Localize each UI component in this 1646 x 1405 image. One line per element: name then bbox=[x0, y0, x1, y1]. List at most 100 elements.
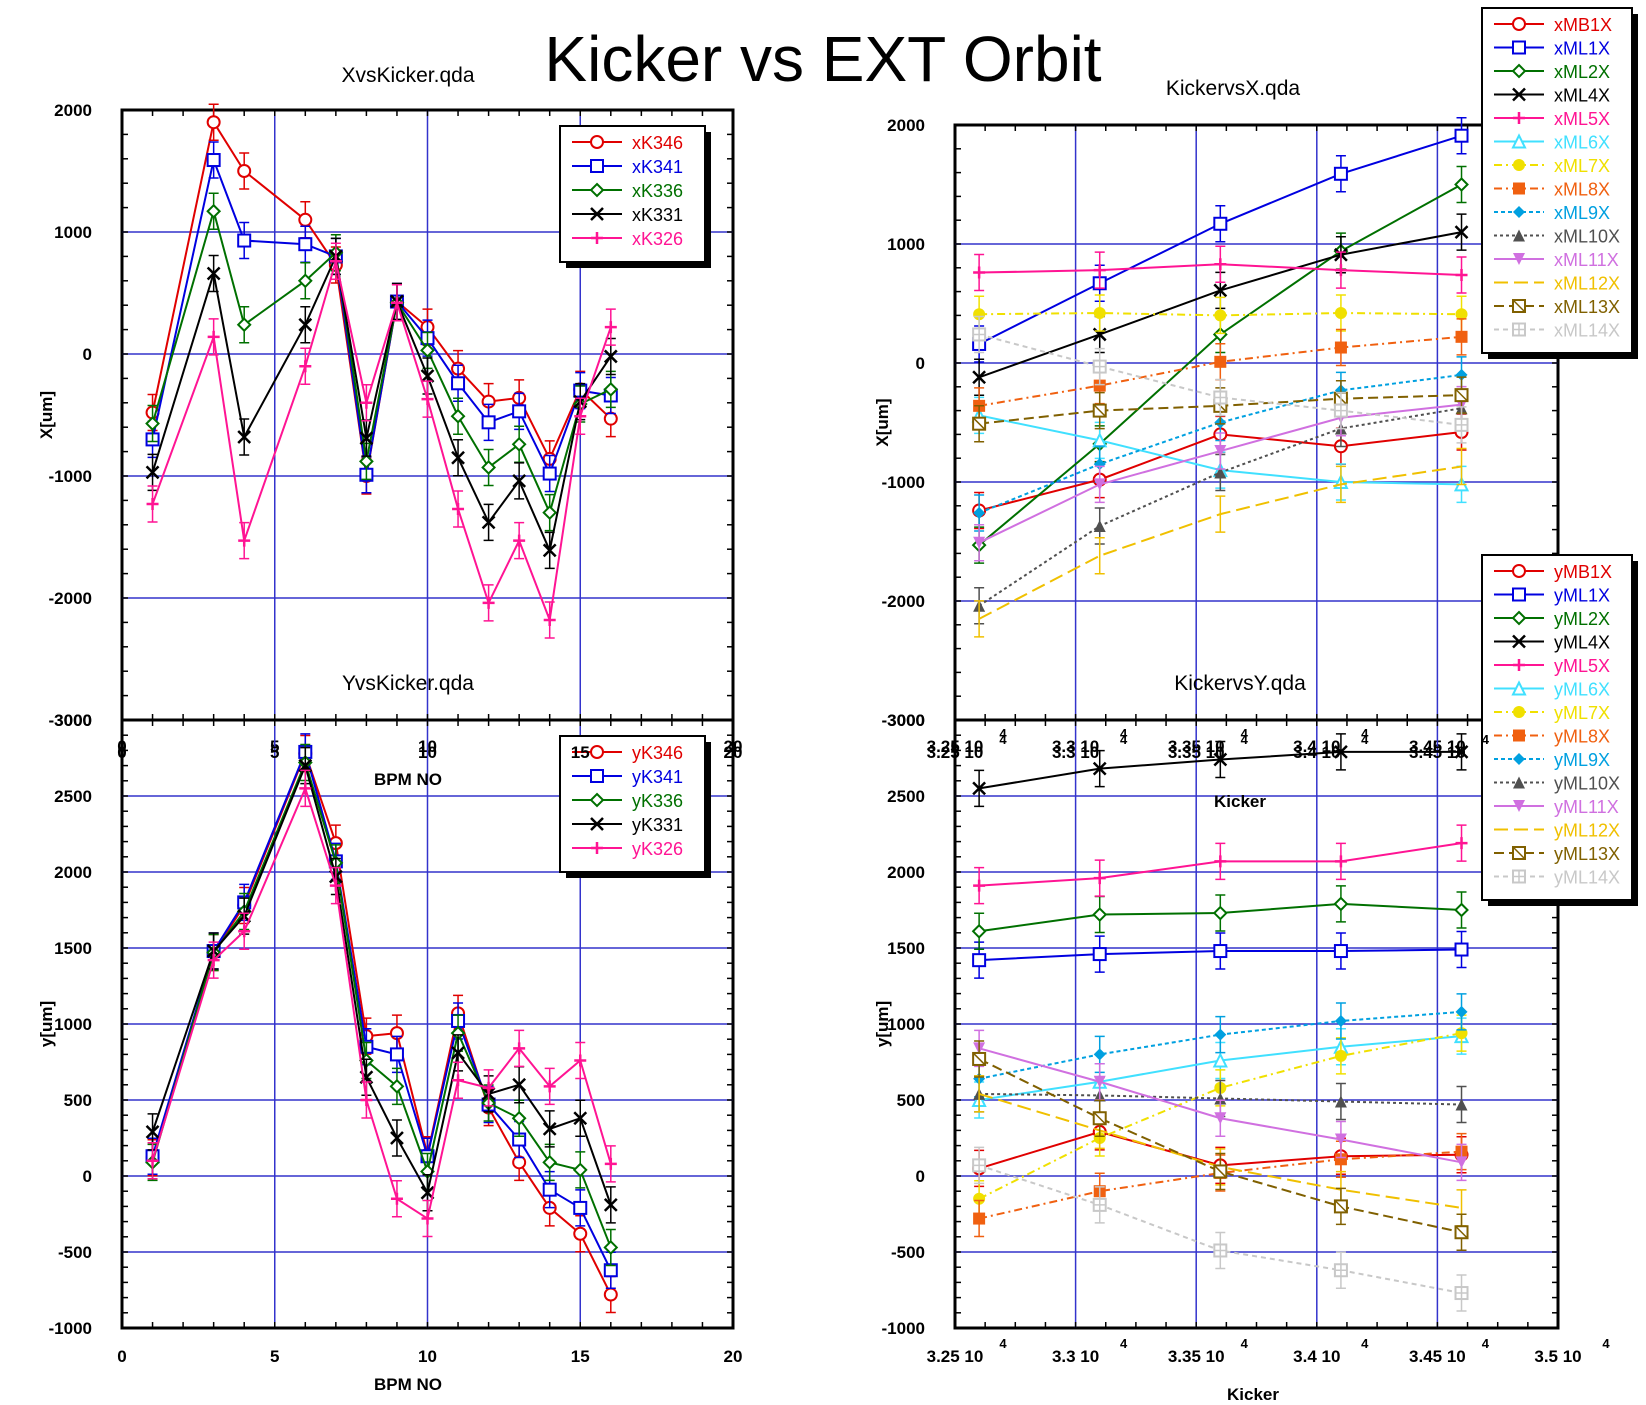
legend-item: yK341 bbox=[572, 767, 683, 787]
data-point bbox=[299, 782, 312, 795]
data-point bbox=[299, 360, 312, 373]
data-point bbox=[1513, 112, 1525, 124]
data-point bbox=[1513, 253, 1525, 265]
data-point bbox=[1214, 855, 1227, 868]
y-tick-label: 2000 bbox=[887, 116, 925, 135]
data-point bbox=[297, 273, 313, 289]
data-point bbox=[972, 1052, 986, 1066]
data-point bbox=[1093, 1075, 1106, 1088]
data-point bbox=[542, 543, 557, 558]
data-point bbox=[542, 1182, 557, 1197]
data-point bbox=[973, 1159, 986, 1172]
data-point bbox=[573, 1200, 588, 1215]
data-point bbox=[145, 465, 160, 480]
data-point bbox=[1213, 944, 1228, 959]
series-yML13X bbox=[972, 1040, 1469, 1251]
legend-label: yML12X bbox=[1554, 821, 1620, 841]
data-point bbox=[1334, 404, 1347, 417]
data-point bbox=[572, 1162, 588, 1178]
data-point bbox=[421, 1212, 434, 1225]
x-tick-label: 5 bbox=[270, 743, 279, 762]
x-tick-label: 3.4 10 bbox=[1293, 1347, 1340, 1366]
legend-item: yML13X bbox=[1494, 844, 1620, 864]
data-point bbox=[543, 613, 556, 626]
y-tick-label: -3000 bbox=[49, 711, 92, 730]
series-xML5X bbox=[973, 245, 1468, 294]
legend-item: xML7X bbox=[1494, 156, 1610, 176]
legend-item: yML2X bbox=[1494, 609, 1610, 629]
data-point bbox=[513, 1042, 526, 1055]
data-point bbox=[1454, 177, 1469, 192]
data-point bbox=[1455, 418, 1468, 431]
data-point bbox=[603, 1240, 619, 1255]
data-point bbox=[1093, 360, 1106, 373]
legend-label: xML10X bbox=[1554, 227, 1620, 247]
legend-item: yML7X bbox=[1494, 703, 1610, 723]
legend-label: yK326 bbox=[632, 839, 683, 859]
data-point bbox=[482, 1081, 495, 1094]
x-tick-exponent: 4 bbox=[1241, 732, 1249, 747]
y-tick-label: 2000 bbox=[54, 863, 92, 882]
data-point bbox=[451, 450, 465, 465]
data-point bbox=[390, 1192, 403, 1205]
legend-item: yMB1X bbox=[1494, 562, 1612, 582]
data-point bbox=[1454, 942, 1469, 957]
legend-label: yMB1X bbox=[1554, 562, 1612, 582]
data-point bbox=[1513, 159, 1525, 171]
data-point bbox=[1092, 947, 1107, 962]
data-point bbox=[1334, 341, 1347, 354]
data-point bbox=[1512, 846, 1526, 860]
series-line bbox=[151, 785, 612, 1221]
data-point bbox=[1513, 729, 1525, 742]
data-point bbox=[145, 416, 160, 431]
x-tick-label: 3.45 10 bbox=[1409, 1347, 1466, 1366]
legend-box bbox=[1481, 554, 1633, 901]
data-point bbox=[420, 342, 435, 358]
chart-title: YvsKicker.qda bbox=[342, 672, 474, 695]
data-point bbox=[1333, 944, 1348, 959]
data-point bbox=[1511, 610, 1527, 626]
data-point bbox=[604, 321, 617, 334]
data-point bbox=[603, 349, 618, 364]
data-point bbox=[1334, 1153, 1347, 1166]
data-point bbox=[590, 817, 604, 831]
series-line bbox=[151, 119, 612, 477]
y-axis-label: y[um] bbox=[873, 1001, 892, 1047]
data-point bbox=[1454, 902, 1469, 918]
series-yK326 bbox=[146, 769, 617, 1238]
y-tick-label: 3000 bbox=[887, 711, 925, 730]
y-tick-label: 3000 bbox=[54, 711, 92, 730]
legend-label: xK346 bbox=[632, 133, 683, 153]
legend-item: yML1X bbox=[1494, 586, 1610, 606]
error-bar bbox=[974, 600, 985, 638]
series-line bbox=[151, 207, 612, 516]
data-point bbox=[452, 1074, 465, 1087]
data-point bbox=[1513, 323, 1525, 336]
data-point bbox=[603, 411, 618, 426]
legend-item: xK346 bbox=[572, 133, 683, 153]
x-tick-exponent: 4 bbox=[1120, 1336, 1128, 1351]
legend-item: yML10X bbox=[1494, 774, 1620, 794]
x-tick-exponent: 4 bbox=[1361, 726, 1369, 741]
data-point bbox=[1513, 659, 1525, 671]
data-point bbox=[1513, 706, 1525, 718]
x-axis-label: BPM NO bbox=[374, 770, 442, 789]
data-point bbox=[603, 381, 619, 397]
y-tick-label: 1000 bbox=[54, 223, 92, 242]
legend-label: xML14X bbox=[1554, 321, 1620, 341]
data-point bbox=[542, 1121, 557, 1136]
data-point bbox=[206, 153, 221, 168]
y-tick-label: -1000 bbox=[49, 467, 92, 486]
legend-item: xML1X bbox=[1494, 39, 1610, 59]
x-tick-label: 0 bbox=[117, 743, 126, 762]
x-tick-exponent: 4 bbox=[1482, 732, 1490, 747]
x-tick-label: 3.45 10 bbox=[1409, 743, 1466, 762]
legend-label: xML1X bbox=[1554, 39, 1610, 59]
y-tick-label: 1500 bbox=[54, 939, 92, 958]
data-point bbox=[589, 792, 605, 808]
legend-item: yK336 bbox=[572, 791, 683, 811]
x-tick-label: 3.4 10 bbox=[1293, 743, 1340, 762]
chart-title: KickervsX.qda bbox=[1166, 77, 1301, 100]
legend-item: yML4X bbox=[1494, 633, 1610, 653]
